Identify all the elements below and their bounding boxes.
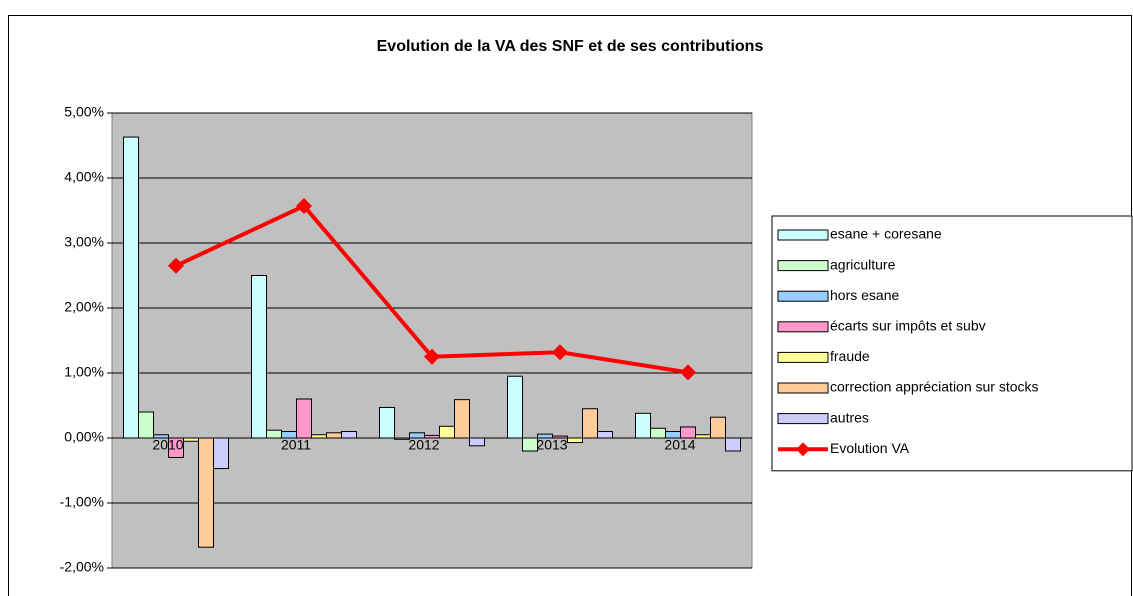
y-tick-label: 1,00%	[64, 364, 104, 380]
bar	[296, 398, 312, 439]
bar	[522, 437, 538, 452]
bar	[251, 275, 267, 439]
legend-label: hors esane	[830, 287, 899, 303]
x-tick-label: 2012	[408, 437, 439, 453]
bar	[439, 425, 455, 439]
legend-label: fraude	[830, 348, 870, 364]
y-tick-label: 4,00%	[64, 169, 104, 185]
marker	[680, 364, 696, 381]
bar	[507, 375, 523, 439]
legend-box	[771, 215, 1133, 472]
bar	[635, 412, 651, 439]
bar	[680, 426, 696, 439]
legend-label: correction appréciation sur stocks	[830, 379, 1039, 395]
x-tick-label: 2013	[536, 437, 567, 453]
marker	[168, 257, 184, 274]
y-tick-label: 5,00%	[64, 104, 104, 120]
bar	[582, 408, 598, 439]
bar	[552, 435, 568, 439]
bar	[379, 406, 395, 439]
bar	[198, 437, 214, 548]
marker	[296, 197, 312, 214]
bar	[183, 437, 199, 442]
legend-label: écarts sur impôts et subv	[830, 318, 986, 334]
legend-swatch	[777, 290, 829, 302]
bar	[326, 432, 342, 439]
x-tick-label: 2010	[152, 437, 183, 453]
y-tick-label: 2,00%	[64, 299, 104, 315]
legend-swatch	[777, 260, 829, 272]
y-tick-label: -2,00%	[60, 559, 104, 575]
y-tick-label: -1,00%	[60, 494, 104, 510]
legend-label: esane + coresane	[830, 226, 942, 242]
bar	[138, 411, 154, 439]
legend-marker	[796, 442, 810, 457]
legend-swatch	[777, 229, 829, 241]
marker	[424, 348, 440, 365]
x-tick-label: 2014	[664, 437, 695, 453]
plot-area	[111, 112, 753, 569]
y-tick-label: 0,00%	[64, 429, 104, 445]
legend-swatch	[777, 321, 829, 333]
bar	[469, 437, 485, 447]
legend-label: Evolution VA	[830, 440, 910, 456]
legend-swatch	[777, 413, 829, 425]
bar	[725, 437, 741, 452]
legend-label: autres	[830, 409, 869, 425]
bar	[597, 431, 613, 439]
bar	[341, 431, 357, 439]
legend-label: agriculture	[830, 256, 896, 272]
chart-title: Evolution de la VA des SNF et de ses con…	[377, 38, 764, 55]
legend-swatch	[777, 351, 829, 363]
marker	[552, 344, 568, 361]
bar	[695, 434, 711, 439]
bar	[311, 434, 327, 439]
legend-swatch	[777, 382, 829, 394]
bar	[213, 437, 229, 470]
y-tick-label: 3,00%	[64, 234, 104, 250]
bar	[168, 437, 184, 458]
bar	[650, 427, 666, 439]
bar	[266, 429, 282, 439]
bar	[567, 437, 583, 444]
x-tick-label: 2011	[281, 437, 311, 453]
bar	[394, 437, 410, 440]
bar	[454, 399, 470, 439]
bar	[123, 136, 139, 439]
bar	[153, 434, 169, 439]
bar	[710, 416, 726, 439]
